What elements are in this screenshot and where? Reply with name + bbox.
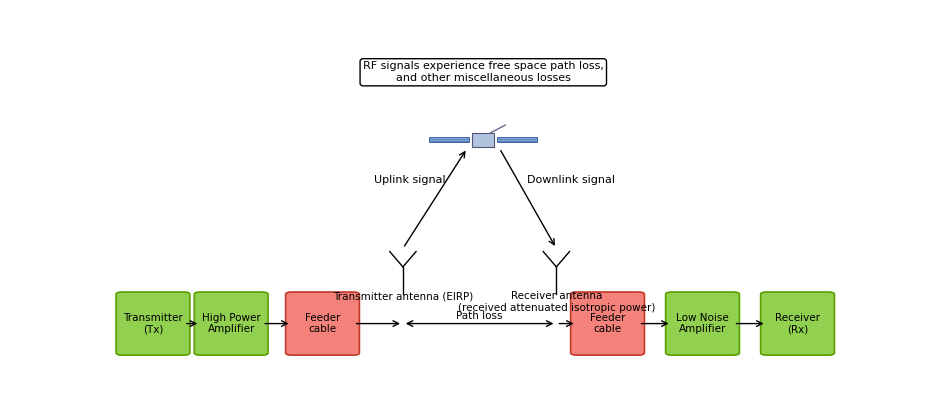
FancyBboxPatch shape [429, 137, 470, 142]
FancyBboxPatch shape [761, 292, 835, 355]
Text: Receiver
(Rx): Receiver (Rx) [775, 313, 820, 334]
Text: Transmitter
(Tx): Transmitter (Tx) [124, 313, 183, 334]
Text: Uplink signal: Uplink signal [374, 175, 446, 185]
FancyBboxPatch shape [497, 137, 538, 142]
Text: High Power
Amplifier: High Power Amplifier [202, 313, 260, 334]
Text: Low Noise
Amplifier: Low Noise Amplifier [676, 313, 729, 334]
Text: Receiver antenna
(received attenuated isotropic power): Receiver antenna (received attenuated is… [457, 291, 655, 313]
Text: Transmitter antenna (EIRP): Transmitter antenna (EIRP) [333, 291, 473, 301]
Text: Feeder
cable: Feeder cable [589, 313, 625, 334]
Text: RF signals experience free space path loss,
and other miscellaneous losses: RF signals experience free space path lo… [363, 61, 604, 83]
FancyBboxPatch shape [571, 292, 644, 355]
Text: Downlink signal: Downlink signal [527, 175, 615, 185]
Text: Feeder
cable: Feeder cable [305, 313, 340, 334]
FancyBboxPatch shape [116, 292, 190, 355]
FancyBboxPatch shape [472, 133, 494, 146]
FancyBboxPatch shape [194, 292, 268, 355]
Text: Path loss: Path loss [456, 311, 503, 321]
FancyBboxPatch shape [666, 292, 739, 355]
FancyBboxPatch shape [286, 292, 359, 355]
